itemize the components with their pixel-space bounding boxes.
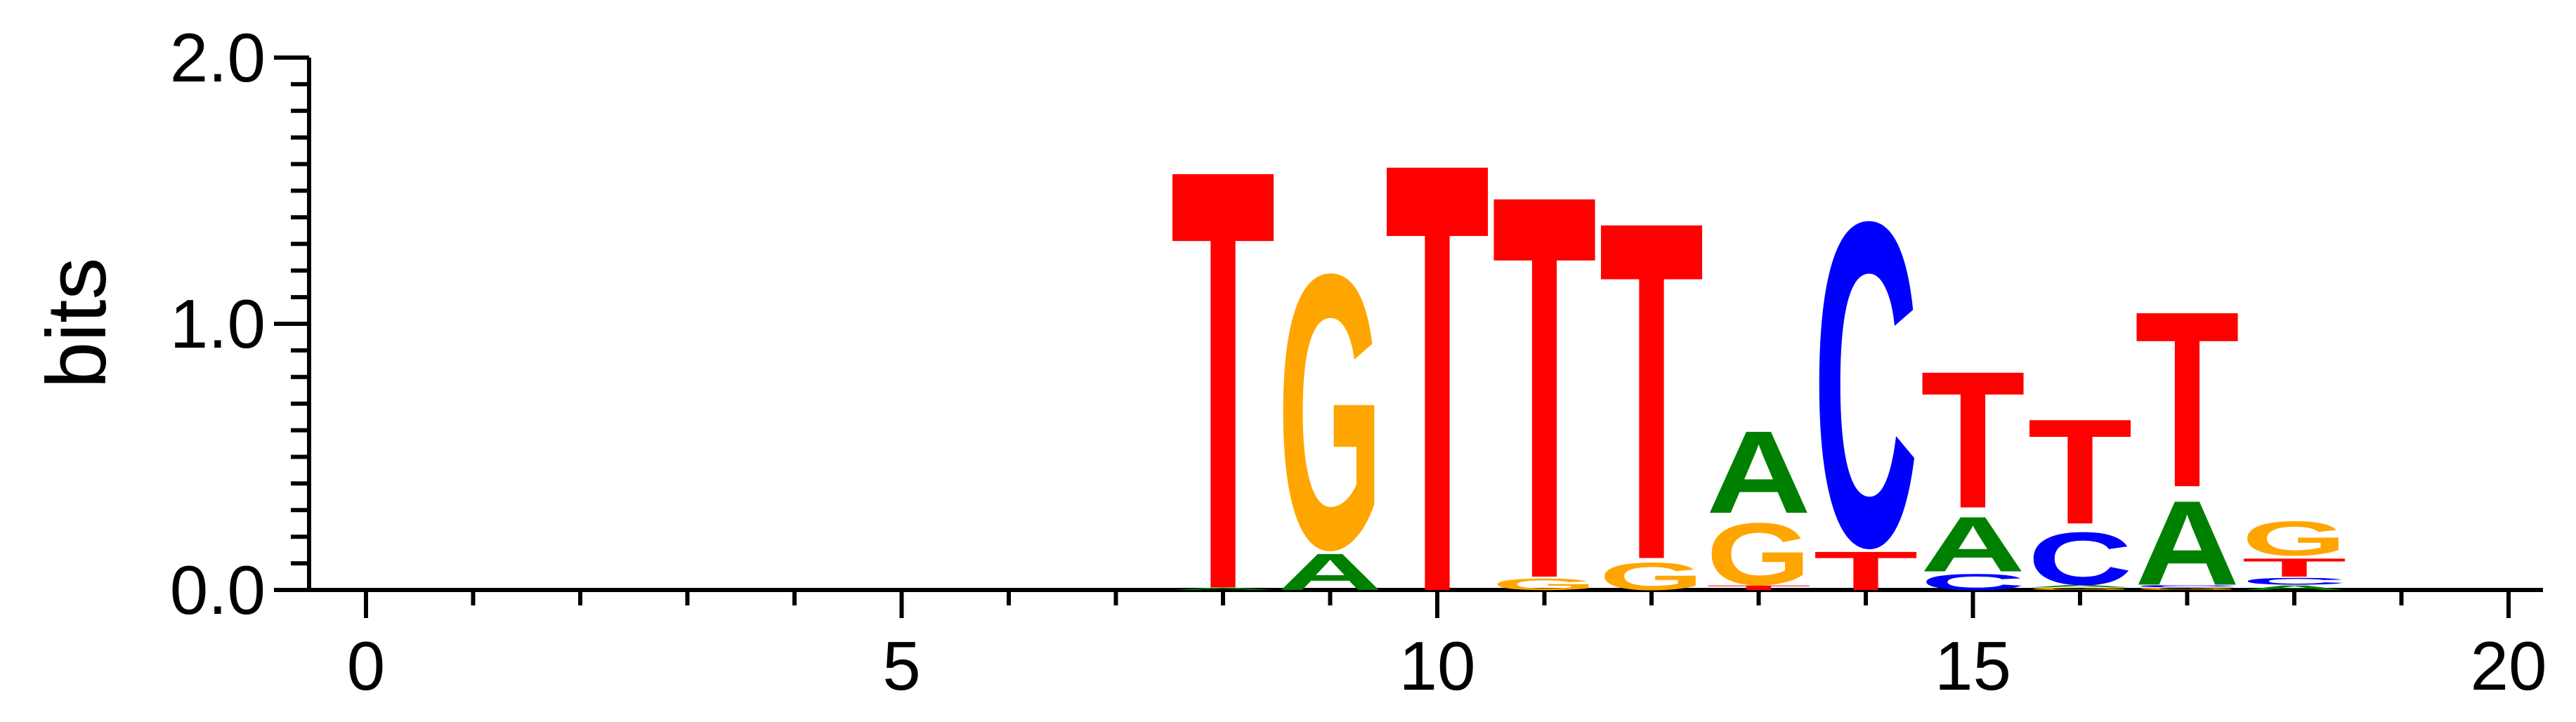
logo-letter-T-pos-11: T [1492,80,1597,693]
logo-letter-T-pos-18: T [2242,553,2346,583]
logo-letter-C-pos-18: C [2242,576,2346,587]
x-tick-label: 20 [2470,627,2546,704]
x-axis-ticks: 0 5 10 15 20 [347,590,2547,704]
logo-letter-G-pos-12: G [1599,554,1704,598]
logo-letter-G-pos-13: G [1706,505,1811,603]
logo-letter-T-pos-17: T [2135,258,2240,539]
y-axis-ticks: 0.0 1.0 2.0 [170,19,309,629]
y-tick-label: 1.0 [170,285,266,362]
x-tick-label: 15 [1935,627,2011,704]
logo-letter-T-pos-10: T [1385,34,1489,720]
logo-letter-G-pos-11: G [1492,575,1597,593]
logo-letter-T-pos-14: T [1813,540,1918,602]
logo-letter-C-pos-14: C [1813,125,1918,643]
x-tick-label: 10 [1399,627,1475,704]
logo-letter-A-pos-8: A [1170,587,1275,591]
logo-letter-A-pos-9: A [1278,543,1382,601]
logo-letter-A-pos-16: A [2027,584,2132,588]
logo-letter-A-pos-17: A [2135,476,2240,610]
x-tick-label: 5 [882,627,921,704]
logo-letter-T-pos-12: T [1599,121,1704,661]
logo-letter-T-pos-15: T [1921,331,2025,549]
logo-letter-A-pos-13: A [1706,407,1811,538]
logo-letter-G-pos-9: G [1278,193,1382,631]
x-tick-label: 0 [347,627,386,704]
logo-letter-T-pos-13: T [1706,584,1811,591]
logo-letter-T-pos-8: T [1170,45,1275,715]
logo-letter-C-pos-16: C [2027,517,2132,601]
logo-letter-G-pos-16: G [2027,587,2132,591]
logo-letter-T-pos-16: T [2027,388,2132,556]
y-tick-label: 2.0 [170,19,266,96]
logo-letter-A-pos-18: A [2242,584,2346,591]
logo-letter-C-pos-15: C [1921,570,2025,595]
logo-letter-G-pos-17: G [2135,587,2240,591]
logo-letter-G-pos-18: G [2242,511,2346,566]
logo-letter-C-pos-17: C [2135,584,2240,588]
logo-letter-A-pos-15: A [1921,501,2025,589]
y-tick-label: 0.0 [170,551,266,629]
y-axis-title: bits [30,258,124,389]
